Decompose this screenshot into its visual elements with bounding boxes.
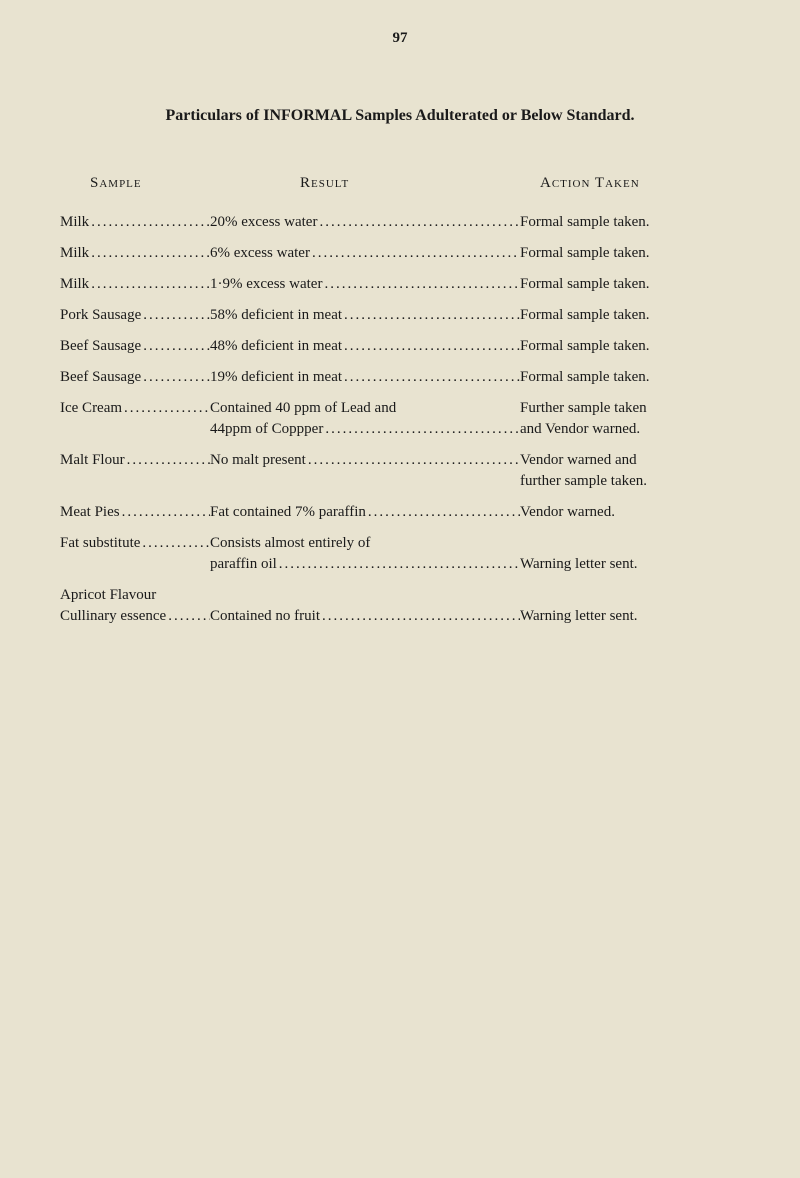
- action-cell: Vendor warned and further sample taken.: [520, 450, 740, 492]
- result-cell: Contained no fruit: [210, 585, 520, 627]
- samples-table: Sample Result Action Taken Milk 20% exce…: [60, 175, 740, 627]
- header-sample: Sample: [60, 175, 210, 192]
- table-row: Fat substitute Consists almost entirely …: [60, 533, 740, 575]
- sample-cell: Beef Sausage: [60, 367, 210, 388]
- sample-cell: Meat Pies: [60, 502, 210, 523]
- sample-cell: Apricot Flavour Cullinary essence: [60, 585, 210, 627]
- table-row: Beef Sausage 19% deficient in meat Forma…: [60, 367, 740, 388]
- table-row: Ice Cream Contained 40 ppm of Lead and 4…: [60, 398, 740, 440]
- table-row: Malt Flour No malt present Vendor warned…: [60, 450, 740, 492]
- result-cell: Consists almost entirely of paraffin oil: [210, 533, 520, 575]
- page-number: 97: [60, 30, 740, 47]
- action-cell: Formal sample taken.: [520, 243, 740, 264]
- action-cell: Warning letter sent.: [520, 533, 740, 575]
- sample-cell: Pork Sausage: [60, 305, 210, 326]
- sample-cell: Milk: [60, 243, 210, 264]
- table-row: Milk 20% excess water Formal sample take…: [60, 212, 740, 233]
- action-cell: Formal sample taken.: [520, 274, 740, 295]
- sample-cell: Fat substitute: [60, 533, 210, 575]
- result-cell: 20% excess water: [210, 212, 520, 233]
- table-row: Milk 6% excess water Formal sample taken…: [60, 243, 740, 264]
- result-cell: Fat contained 7% paraffin: [210, 502, 520, 523]
- result-cell: 6% excess water: [210, 243, 520, 264]
- action-cell: Formal sample taken.: [520, 367, 740, 388]
- sample-cell: Milk: [60, 212, 210, 233]
- table-row: Milk 1·9% excess water Formal sample tak…: [60, 274, 740, 295]
- action-cell: Formal sample taken.: [520, 212, 740, 233]
- table-row: Apricot Flavour Cullinary essence Contai…: [60, 585, 740, 627]
- table-row: Meat Pies Fat contained 7% paraffin Vend…: [60, 502, 740, 523]
- result-cell: 58% deficient in meat: [210, 305, 520, 326]
- header-action: Action Taken: [520, 175, 740, 192]
- table-header-row: Sample Result Action Taken: [60, 175, 740, 192]
- table-row: Pork Sausage 58% deficient in meat Forma…: [60, 305, 740, 326]
- result-cell: Contained 40 ppm of Lead and 44ppm of Co…: [210, 398, 520, 440]
- sample-cell: Malt Flour: [60, 450, 210, 492]
- sample-cell: Ice Cream: [60, 398, 210, 440]
- sample-cell: Milk: [60, 274, 210, 295]
- header-result: Result: [210, 175, 520, 192]
- action-cell: Formal sample taken.: [520, 336, 740, 357]
- result-cell: 48% deficient in meat: [210, 336, 520, 357]
- action-cell: Formal sample taken.: [520, 305, 740, 326]
- action-cell: Vendor warned.: [520, 502, 740, 523]
- table-row: Beef Sausage 48% deficient in meat Forma…: [60, 336, 740, 357]
- document-title: Particulars of INFORMAL Samples Adultera…: [60, 107, 740, 125]
- result-cell: 19% deficient in meat: [210, 367, 520, 388]
- sample-cell: Beef Sausage: [60, 336, 210, 357]
- result-cell: No malt present: [210, 450, 520, 492]
- result-cell: 1·9% excess water: [210, 274, 520, 295]
- action-cell: Warning letter sent.: [520, 585, 740, 627]
- action-cell: Further sample taken and Vendor warned.: [520, 398, 740, 440]
